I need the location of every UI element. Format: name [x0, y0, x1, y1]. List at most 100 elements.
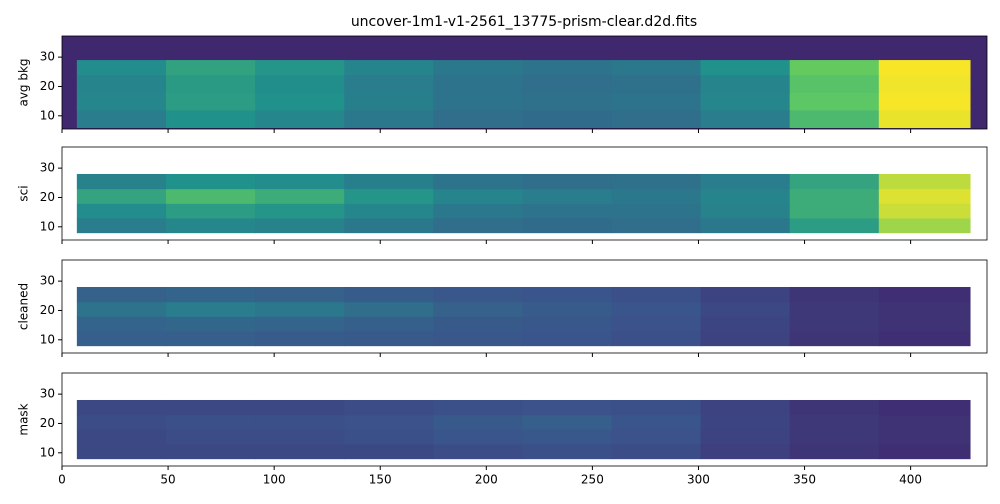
heatmap-cell	[611, 399, 702, 416]
heatmap-cell	[433, 109, 523, 129]
axes-frame	[61, 372, 988, 467]
heatmap-cell	[878, 301, 971, 317]
heatmap-cell	[878, 109, 971, 129]
heatmap-cell	[165, 286, 256, 303]
heatmap-cell	[433, 217, 523, 234]
heatmap-cell	[611, 316, 702, 332]
heatmap-cell	[878, 399, 971, 416]
heatmap-cell	[700, 203, 791, 219]
heatmap-cell	[789, 74, 880, 93]
y-tick-label: 30	[40, 387, 55, 401]
heatmap-cell	[433, 188, 523, 204]
heatmap-cell	[611, 60, 702, 76]
heatmap-cell	[789, 286, 880, 303]
heatmap-cell	[255, 301, 345, 317]
heatmap-cell	[878, 188, 971, 204]
heatmap-cell	[344, 203, 434, 219]
heatmap-cell	[522, 301, 612, 317]
heatmap-cell	[76, 443, 167, 460]
heatmap-cell	[255, 203, 345, 219]
heatmap-cell	[165, 74, 256, 93]
heatmap-cell	[76, 286, 167, 303]
heatmap-cell	[789, 173, 880, 190]
heatmap-cell	[76, 203, 167, 219]
heatmap-cell	[700, 217, 791, 234]
heatmap-cell	[255, 429, 345, 445]
heatmap-cell	[878, 443, 971, 460]
heatmap-cell	[789, 414, 880, 430]
heatmap-cell	[789, 316, 880, 332]
y-axis-label: sci	[17, 185, 31, 201]
heatmap-cell	[255, 443, 345, 460]
heatmap-cell	[611, 217, 702, 234]
heatmap-cell	[700, 173, 791, 190]
heatmap-cell	[344, 330, 434, 347]
axes-frame	[61, 146, 988, 241]
heatmap-cell	[522, 330, 612, 347]
heatmap-cell	[165, 414, 256, 430]
y-tick-label: 10	[40, 332, 55, 346]
x-tick-label: 150	[369, 473, 392, 487]
heatmap-cell	[433, 203, 523, 219]
heatmap-cell	[700, 443, 791, 460]
heatmap-cell	[433, 414, 523, 430]
heatmap-cell	[700, 286, 791, 303]
heatmap-cell	[789, 109, 880, 129]
heatmap-cell	[700, 92, 791, 111]
heatmap-cell	[76, 109, 167, 129]
heatmap-cell	[433, 173, 523, 190]
heatmap-cell	[611, 429, 702, 445]
y-tick-label: 20	[40, 79, 55, 93]
x-tick-label: 300	[687, 473, 710, 487]
heatmap-cell	[76, 217, 167, 234]
heatmap-cell	[76, 188, 167, 204]
heatmap-cell	[700, 109, 791, 129]
heatmap-cell	[789, 92, 880, 111]
y-axis-label: avg bkg	[17, 58, 31, 106]
y-tick-label: 10	[40, 108, 55, 122]
heatmap-cell	[611, 414, 702, 430]
x-tick-label: 50	[160, 473, 175, 487]
heatmap-cell	[76, 316, 167, 332]
heatmap-cell	[522, 414, 612, 430]
heatmap-cell	[433, 92, 523, 111]
heatmap-cell	[344, 92, 434, 111]
heatmap-cell	[165, 330, 256, 347]
heatmap-cell	[789, 188, 880, 204]
heatmap-cell	[255, 109, 345, 129]
heatmap-cell	[344, 217, 434, 234]
heatmap-cell	[76, 173, 167, 190]
heatmap-cell	[165, 429, 256, 445]
heatmap-cell	[878, 286, 971, 303]
x-tick-label: 200	[475, 473, 498, 487]
x-tick-label: 250	[581, 473, 604, 487]
heatmap-cell	[255, 414, 345, 430]
heatmap-cell	[611, 301, 702, 317]
heatmap-cell	[789, 217, 880, 234]
heatmap-cell	[344, 74, 434, 93]
heatmap-cell	[878, 414, 971, 430]
heatmap-cell	[700, 188, 791, 204]
heatmap-cell	[76, 414, 167, 430]
heatmap-cell	[255, 286, 345, 303]
heatmap-cell	[789, 330, 880, 347]
heatmap-cell	[522, 92, 612, 111]
heatmap-cell	[878, 60, 971, 76]
heatmap-cell	[165, 109, 256, 129]
heatmap-cell	[878, 74, 971, 93]
heatmap-cell	[878, 217, 971, 234]
heatmap-cell	[522, 188, 612, 204]
heatmap-cell	[344, 173, 434, 190]
heatmap-cell	[611, 74, 702, 93]
axes-frame	[61, 35, 988, 130]
heatmap-cell	[789, 203, 880, 219]
heatmap-cell	[76, 399, 167, 416]
x-tick-label: 100	[263, 473, 286, 487]
heatmap-cell	[611, 443, 702, 460]
x-tick-label: 0	[58, 473, 66, 487]
y-tick-label: 10	[40, 219, 55, 233]
heatmap-cell	[165, 188, 256, 204]
heatmap-cell	[878, 203, 971, 219]
y-tick-label: 20	[40, 190, 55, 204]
